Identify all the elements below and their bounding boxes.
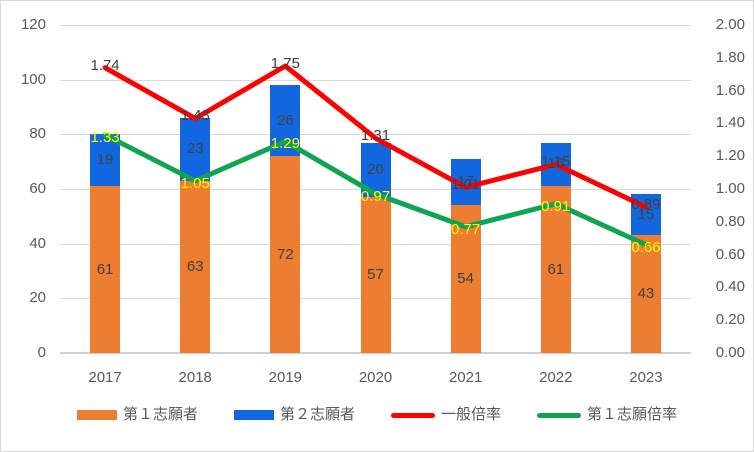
bar-label-second-choice: 16 [547, 155, 565, 173]
bar-label-second-choice: 23 [186, 140, 204, 158]
bar-label-first-choice: 43 [637, 285, 655, 303]
y-axis-right-tick: 0.80 [715, 212, 745, 230]
y-axis-left-tick: 80 [29, 125, 46, 143]
y-axis-right-tick: 1.20 [715, 147, 745, 165]
x-axis-category-label: 2017 [88, 369, 122, 386]
legend-item: 第１志願者 [76, 406, 198, 424]
line-label-general-ratio: 0.89 [631, 196, 661, 214]
line-label-general-ratio: 1.01 [451, 176, 481, 194]
y-axis-right-tick: 0.40 [715, 278, 745, 296]
y-axis-left-tick: 0 [37, 344, 46, 361]
y-axis-right-tick: 1.80 [715, 48, 745, 66]
x-axis-category-label: 2020 [358, 369, 393, 386]
bar-segment-first-choice [630, 235, 661, 353]
y-axis-left-tick: 120 [20, 16, 46, 33]
line-label-general-ratio: 1.15 [541, 153, 571, 171]
line-label-first-choice-ratio: 0.77 [451, 220, 481, 238]
y-axis-left-tick: 40 [29, 234, 46, 252]
line-label-general-ratio: 1.74 [90, 56, 120, 74]
bar-label-first-choice: 57 [367, 266, 384, 284]
gridline [60, 79, 691, 81]
x-axis-category-label: 2023 [629, 369, 663, 386]
bar-label-second-choice: 19 [96, 151, 114, 169]
y-axis-right-tick: 0.00 [715, 344, 745, 361]
bar-label-first-choice: 61 [547, 260, 565, 278]
y-axis-left-tick: 60 [29, 180, 46, 197]
line-label-first-choice-ratio: 0.66 [631, 238, 661, 256]
line-label-first-choice-ratio: 0.97 [360, 187, 391, 205]
line-label-first-choice-ratio: 1.29 [270, 135, 300, 153]
legend-item: 第２志願者 [233, 406, 355, 424]
y-axis-right-tick: 0.20 [715, 311, 745, 329]
x-axis-category-label: 2019 [268, 369, 303, 386]
bar-label-second-choice: 26 [277, 111, 294, 129]
bar-label-second-choice: 15 [637, 205, 655, 223]
x-axis-category-label: 2022 [539, 369, 573, 386]
line-label-general-ratio: 1.31 [360, 127, 391, 145]
legend-item: 一般倍率 [391, 406, 501, 424]
legend: 第１志願者 第２志願者 一般倍率 第１志願倍率 [1, 406, 753, 424]
legend-item: 第１志願倍率 [537, 406, 677, 424]
y-axis-right-tick: 2.00 [715, 16, 745, 33]
x-axis-line [60, 352, 691, 354]
x-axis-category-label: 2018 [178, 369, 212, 386]
legend-marker-bar [76, 410, 117, 420]
legend-label: 第２志願者 [279, 406, 355, 423]
legend-marker-bar [233, 410, 274, 420]
legend-marker-line [391, 412, 435, 418]
line-label-first-choice-ratio: 0.91 [541, 197, 571, 215]
bar-label-first-choice: 63 [186, 257, 204, 275]
bar-label-second-choice: 20 [367, 160, 384, 178]
legend-label: 一般倍率 [441, 406, 502, 423]
line-label-first-choice-ratio: 1.05 [180, 174, 210, 192]
y-axis-right-tick: 1.00 [715, 180, 745, 197]
y-axis-right-tick: 0.60 [715, 245, 745, 263]
legend-marker-line [537, 412, 582, 418]
line-label-general-ratio: 1.43 [180, 107, 210, 125]
legend-label: 第１志願倍率 [587, 406, 678, 423]
bar-label-first-choice: 72 [277, 245, 294, 263]
legend-label: 第１志願者 [122, 406, 198, 423]
y-axis-left-tick: 100 [20, 70, 46, 88]
bar-label-first-choice: 54 [457, 270, 474, 288]
x-axis-category-label: 2021 [448, 369, 483, 386]
bar-label-first-choice: 61 [96, 260, 114, 278]
y-axis-right-tick: 1.60 [715, 81, 745, 99]
y-axis-right-tick: 1.40 [715, 114, 745, 132]
gridline [60, 25, 691, 26]
line-label-general-ratio: 1.75 [270, 55, 300, 72]
y-axis-left-tick: 20 [29, 289, 46, 307]
line-label-first-choice-ratio: 1.33 [90, 128, 120, 146]
bar-label-second-choice: 17 [457, 173, 474, 191]
